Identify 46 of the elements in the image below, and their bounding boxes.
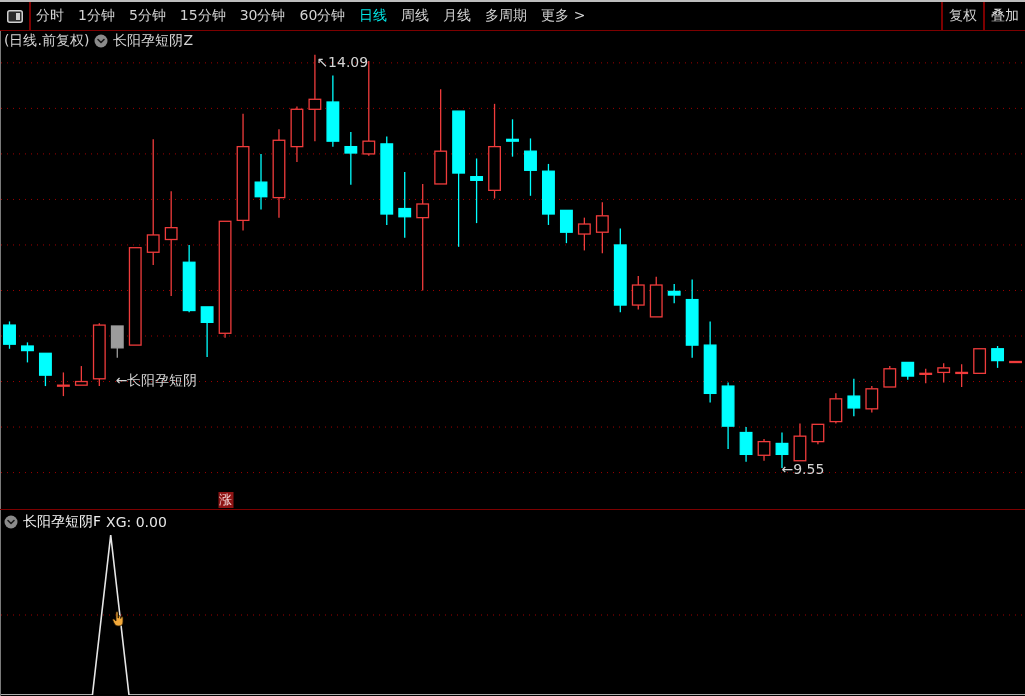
text: 1分钟 [78, 7, 115, 25]
annotation: ←9.55 [781, 461, 825, 478]
candlestick [164, 190, 178, 297]
candlestick [811, 423, 825, 446]
candlestick [793, 422, 807, 462]
candlestick [128, 247, 142, 346]
text: 更多 > [541, 7, 586, 25]
text: 周线 [401, 7, 430, 25]
text: 叠加 [991, 7, 1019, 25]
candlestick [254, 153, 268, 211]
chart-subtitle: (日线.前复权) [4, 32, 90, 50]
candlestick [434, 88, 448, 185]
text: 日线 [359, 7, 388, 25]
candlestick [236, 113, 250, 232]
candlestick [326, 74, 340, 148]
candlestick [290, 105, 304, 163]
candlestick [829, 392, 843, 425]
candlestick [200, 306, 214, 358]
candlestick [757, 438, 771, 462]
annotation: 涨 [219, 492, 233, 507]
candlestick [703, 320, 717, 404]
chart-title: 长阳孕短阴F [23, 513, 102, 531]
candlestick [182, 244, 196, 313]
candlestick [470, 157, 484, 224]
text: 5分钟 [128, 7, 166, 25]
series-label: XG: 0.00 [106, 514, 167, 530]
candlestick [973, 348, 987, 374]
chart-title: 长阳孕短阴Z [113, 32, 193, 50]
candlestick [847, 378, 861, 417]
text: 月线 [443, 7, 472, 25]
text: 多周期 [485, 7, 528, 25]
candlestick [416, 183, 430, 292]
text: 60分钟 [299, 7, 346, 25]
candlestick [398, 171, 412, 239]
candlestick [739, 426, 753, 463]
annotation: ←长阳孕短阴 [115, 371, 198, 388]
text: 分时 [36, 7, 64, 25]
text: 复权 [949, 7, 977, 25]
candlestick [272, 128, 286, 219]
candlestick [452, 110, 466, 248]
text: 30分钟 [239, 7, 286, 25]
candlestick [1009, 360, 1022, 364]
candlestick [218, 220, 232, 339]
annotation: ↖14.09 [316, 53, 369, 70]
text: 15分钟 [179, 7, 226, 25]
candlestick [721, 381, 735, 450]
